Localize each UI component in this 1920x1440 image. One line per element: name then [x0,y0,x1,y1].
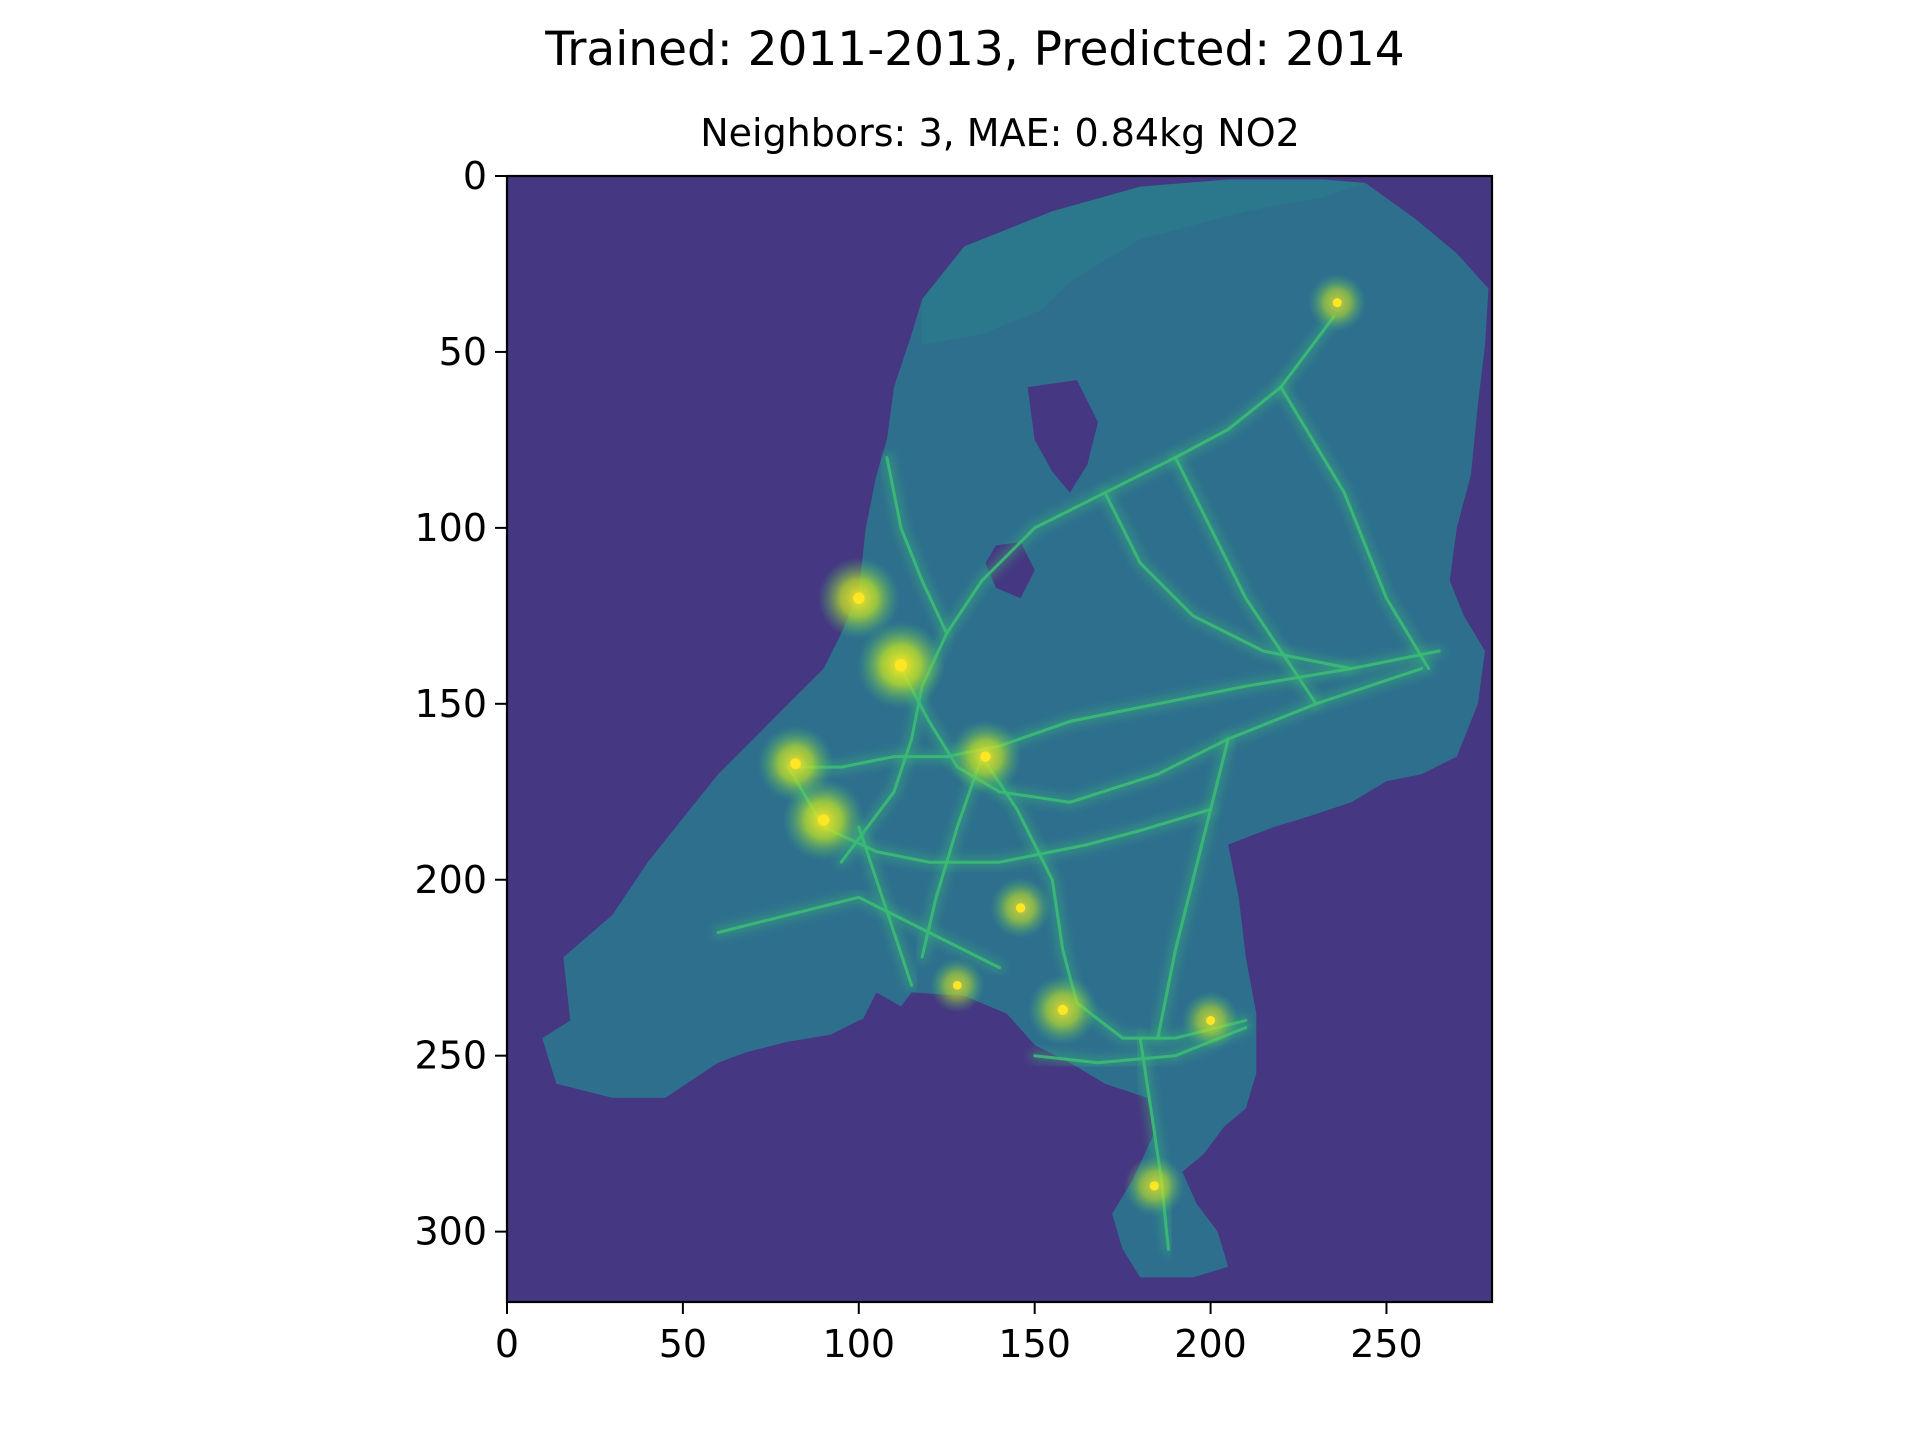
x-tick-label-5: 250 [1350,1322,1423,1366]
hotspot-core-7 [1332,298,1342,308]
road-11 [1279,385,1431,671]
hotspot-core-6 [853,592,865,604]
region-mainland [542,179,1489,1278]
x-tick-label-1: 50 [659,1322,707,1366]
road-9 [1156,737,1230,1040]
road-0 [839,315,1336,864]
y-axis: 0 50 100 150 200 250 300 [414,154,507,1254]
hotspot-core-2 [790,758,801,770]
y-tick-label-0: 0 [463,154,487,198]
region-ijsselmeer [1027,380,1098,493]
hotspot-core-3 [980,751,991,762]
heatmap-regions [542,179,1489,1278]
x-tick-label-0: 0 [495,1322,519,1366]
hotspot-core-8 [1149,1181,1159,1191]
x-tick-label-4: 200 [1174,1322,1247,1366]
x-tick-label-3: 150 [998,1322,1071,1366]
hotspot-core-4 [1057,1004,1068,1016]
road-13 [716,895,1001,970]
figure-suptitle: Trained: 2011-2013, Predicted: 2014 [544,22,1404,77]
hotspot-core-0 [895,659,907,672]
y-tick-label-4: 200 [414,858,487,902]
road-10 [1103,491,1353,671]
y-tick-label-3: 150 [414,682,487,726]
road-1 [899,667,1424,804]
heatmap-plot-area [507,176,1492,1302]
y-tick-label-2: 100 [414,506,487,550]
hotspot-core-5 [1015,903,1026,913]
chart-title: Neighbors: 3, MAE: 0.84kg NO2 [700,111,1300,155]
region-southern-water [858,992,1035,1046]
x-axis: 0 50 100 150 200 250 [495,1302,1423,1366]
x-tick-label-2: 100 [823,1322,896,1366]
hotspot-core-1 [817,814,830,826]
y-tick-label-6: 300 [414,1210,487,1254]
region-wadden-sea [922,179,1366,345]
axes-frame [505,174,1494,1304]
heatmap-hotspots [757,273,1367,1217]
road-12 [1173,456,1318,706]
y-tick-label-1: 50 [439,330,487,374]
hotspot-core-9 [1206,1016,1216,1025]
y-tick-label-5: 250 [414,1034,487,1078]
region-markermeer [985,542,1035,599]
road-14 [885,456,949,635]
hotspot-core-10 [952,980,962,990]
